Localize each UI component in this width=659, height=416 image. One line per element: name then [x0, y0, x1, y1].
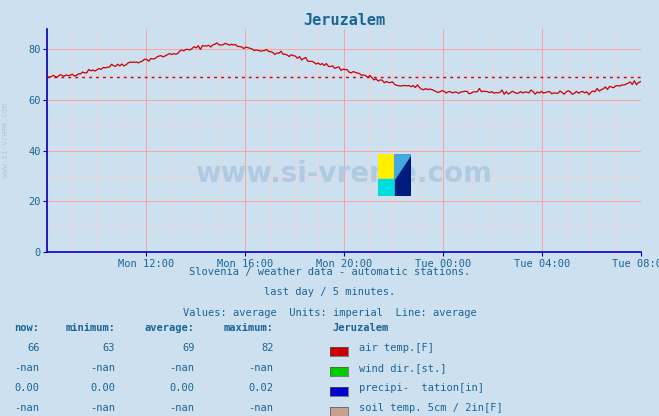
Text: Values: average  Units: imperial  Line: average: Values: average Units: imperial Line: av…: [183, 308, 476, 318]
Text: air temp.[F]: air temp.[F]: [359, 343, 434, 353]
Title: Jeruzalem: Jeruzalem: [303, 13, 385, 28]
Text: -nan: -nan: [248, 403, 273, 413]
Text: -nan: -nan: [14, 403, 40, 413]
Text: average:: average:: [144, 323, 194, 333]
Text: 0.00: 0.00: [14, 383, 40, 393]
Text: 0.00: 0.00: [90, 383, 115, 393]
Text: -nan: -nan: [169, 363, 194, 373]
Text: -nan: -nan: [90, 363, 115, 373]
Text: wind dir.[st.]: wind dir.[st.]: [359, 363, 447, 373]
Text: 0.02: 0.02: [248, 383, 273, 393]
Text: 63: 63: [103, 343, 115, 353]
Text: www.si-vreme.com: www.si-vreme.com: [196, 160, 492, 188]
Bar: [378, 154, 395, 179]
Polygon shape: [395, 154, 411, 196]
Text: -nan: -nan: [248, 363, 273, 373]
Bar: [378, 179, 395, 196]
Text: soil temp. 5cm / 2in[F]: soil temp. 5cm / 2in[F]: [359, 403, 503, 413]
Polygon shape: [395, 154, 411, 179]
Text: precipi-  tation[in]: precipi- tation[in]: [359, 383, 484, 393]
Text: maximum:: maximum:: [223, 323, 273, 333]
Text: www.si-vreme.com: www.si-vreme.com: [1, 104, 10, 177]
Text: -nan: -nan: [169, 403, 194, 413]
Text: -nan: -nan: [14, 363, 40, 373]
Text: last day / 5 minutes.: last day / 5 minutes.: [264, 287, 395, 297]
Text: 82: 82: [261, 343, 273, 353]
Text: 69: 69: [182, 343, 194, 353]
Text: 0.00: 0.00: [169, 383, 194, 393]
Text: minimum:: minimum:: [65, 323, 115, 333]
Text: Jeruzalem: Jeruzalem: [333, 323, 389, 333]
Text: -nan: -nan: [90, 403, 115, 413]
Text: now:: now:: [14, 323, 40, 333]
Text: 66: 66: [27, 343, 40, 353]
Text: Slovenia / weather data - automatic stations.: Slovenia / weather data - automatic stat…: [189, 267, 470, 277]
